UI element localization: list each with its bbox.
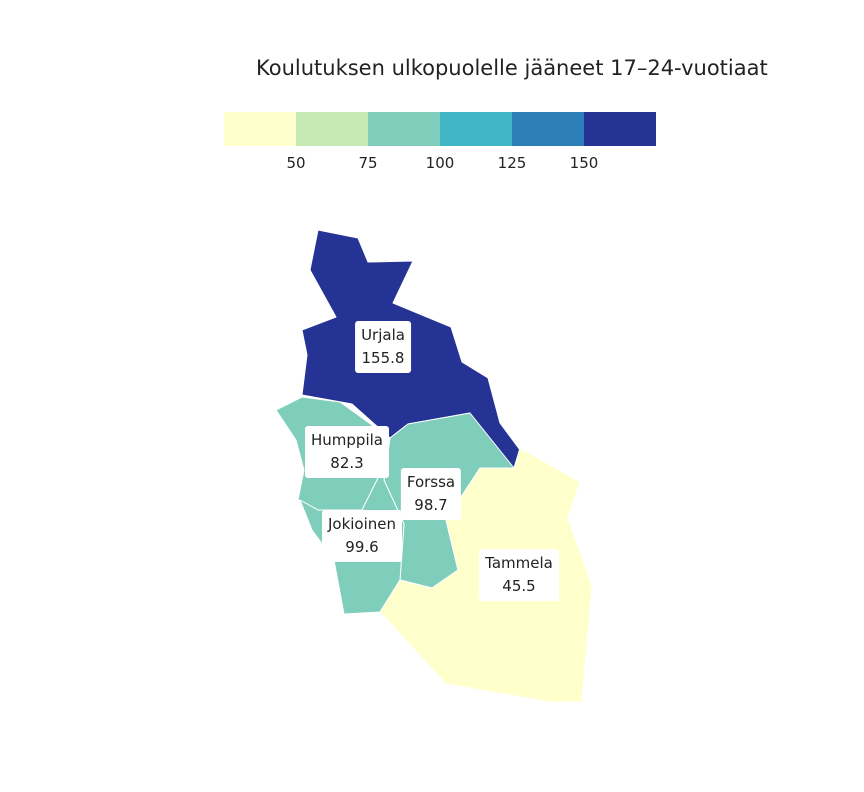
legend-tick-50: 50: [286, 154, 306, 172]
region-value: 82.3: [330, 454, 364, 472]
color-legend: [224, 112, 656, 146]
legend-swatch-5: [584, 112, 656, 146]
region-value: 45.5: [502, 577, 536, 595]
region-name: Tammela: [485, 554, 553, 572]
legend-tick-100: 100: [425, 154, 455, 172]
region-name: Humppila: [311, 431, 383, 449]
legend-swatch-0: [224, 112, 296, 146]
legend-swatch-3: [440, 112, 512, 146]
legend-swatch-4: [512, 112, 584, 146]
region-label-tammela: Tammela 45.5: [479, 549, 559, 601]
region-label-jokioinen: Jokioinen 99.6: [321, 510, 403, 562]
legend-swatch-2: [368, 112, 440, 146]
legend-tick-150: 150: [569, 154, 599, 172]
region-name: Urjala: [361, 326, 405, 344]
region-label-urjala: Urjala 155.8: [355, 321, 411, 373]
legend-tick-125: 125: [497, 154, 527, 172]
legend-tick-75: 75: [358, 154, 378, 172]
region-name: Forssa: [406, 473, 456, 491]
region-label-forssa: Forssa 98.7: [400, 468, 462, 520]
map-title: Koulutuksen ulkopuolelle jääneet 17–24-v…: [256, 56, 768, 80]
region-value: 98.7: [414, 496, 448, 514]
legend-tick-labels: 50 75 100 125 150: [224, 154, 656, 174]
region-value: 155.8: [361, 349, 405, 367]
region-name: Jokioinen: [327, 515, 397, 533]
legend-swatch-1: [296, 112, 368, 146]
region-label-humppila: Humppila 82.3: [305, 426, 389, 478]
region-value: 99.6: [345, 538, 379, 556]
